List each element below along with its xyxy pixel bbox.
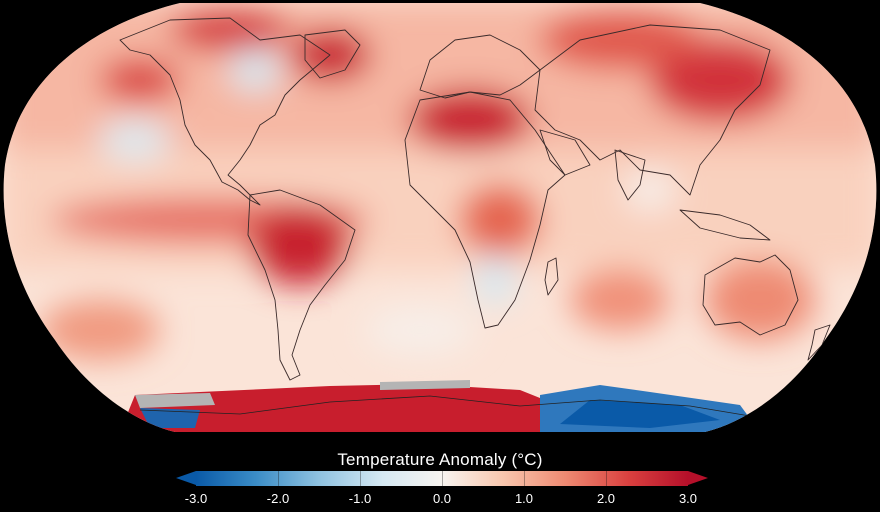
colorbar-min-arrow (176, 471, 196, 485)
colorbar-tick-label: 2.0 (596, 491, 616, 506)
greenland-outline (304, 29, 361, 79)
africa-outline (404, 91, 566, 329)
colorbar (196, 471, 688, 486)
colorbar-tick (524, 471, 525, 486)
north-america-outline (119, 17, 331, 206)
new-zealand-outline (807, 324, 831, 361)
colorbar-tick-label: 0.0 (432, 491, 452, 506)
colorbar-tick (360, 471, 361, 486)
australia-outline (702, 254, 799, 336)
colorbar-tick-label: -2.0 (266, 491, 290, 506)
colorbar-max-arrow (688, 471, 708, 485)
colorbar-tick-label: -3.0 (184, 491, 208, 506)
colorbar-title: Temperature Anomaly (°C) (337, 450, 543, 469)
indonesia-outline (679, 209, 771, 241)
colorbar-tick (606, 471, 607, 486)
colorbar-tick (442, 471, 443, 486)
antarctica-region (120, 380, 760, 432)
colorbar-tick-label: 3.0 (678, 491, 698, 506)
madagascar-outline (544, 257, 559, 296)
colorbar-tick (278, 471, 279, 486)
india-outline (614, 149, 646, 201)
colorbar-tick-label: -1.0 (348, 491, 372, 506)
world-anomaly-map (3, 3, 877, 432)
colorbar-tick-label: 1.0 (514, 491, 534, 506)
asia-outline (534, 24, 771, 196)
arabia-outline (539, 129, 591, 176)
south-america-outline (247, 189, 356, 381)
